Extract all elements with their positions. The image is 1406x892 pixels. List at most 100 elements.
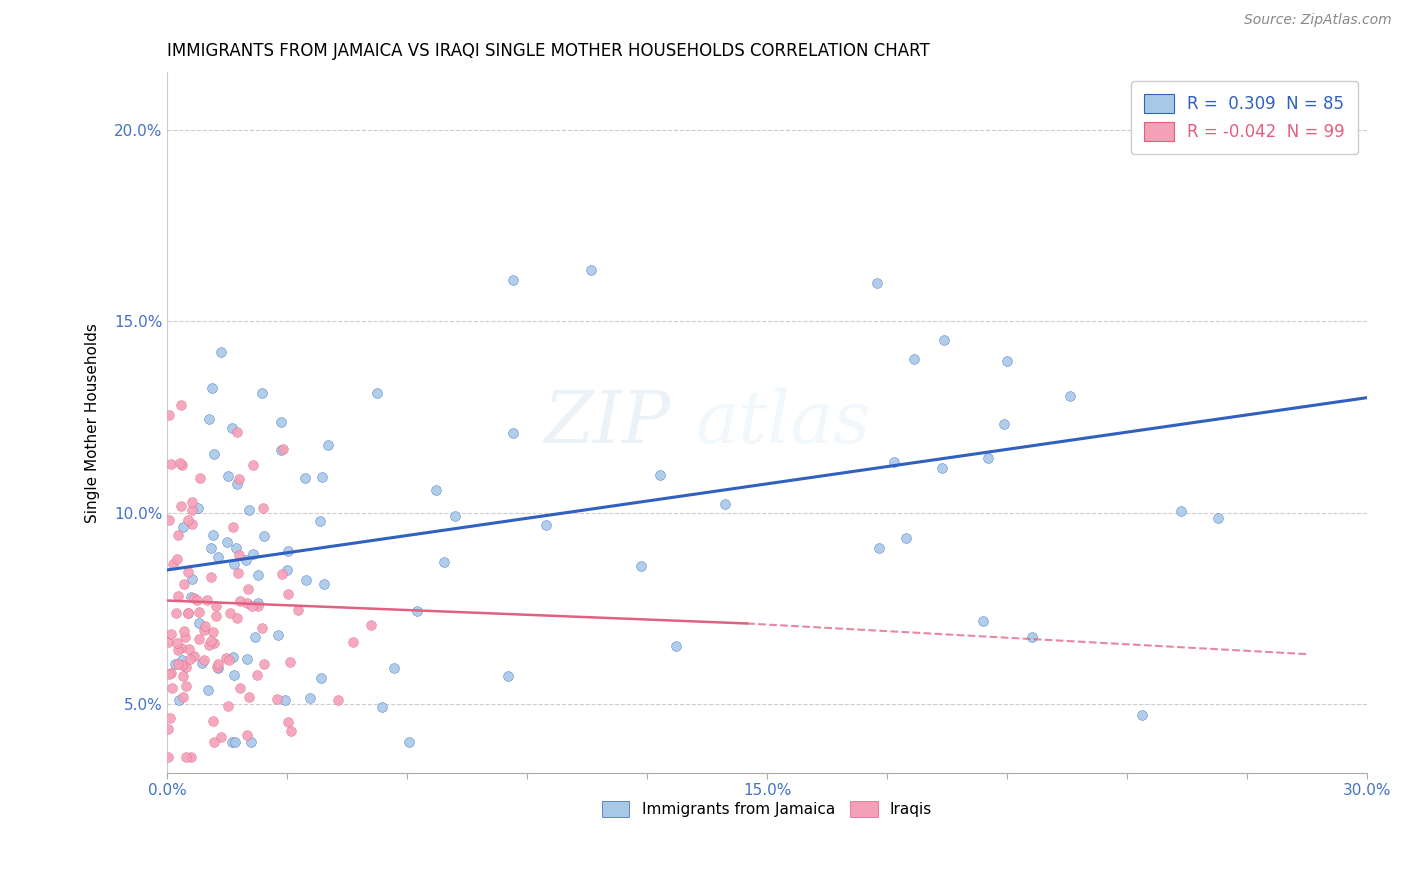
Point [221, 735, 243, 749]
Point [180, 516, 202, 531]
Point [180, 590, 202, 604]
Point [242, 547, 264, 561]
Point [267, 628, 290, 642]
Point [238, 503, 260, 517]
Point [242, 458, 264, 473]
Point [159, 710, 181, 724]
Point [156, 722, 179, 736]
Point [277, 544, 299, 558]
Point [1130, 707, 1153, 722]
Point [218, 653, 240, 667]
Point [246, 599, 269, 614]
Point [157, 750, 180, 764]
Point [187, 501, 209, 516]
Point [903, 352, 925, 367]
Point [228, 472, 250, 486]
Point [162, 557, 184, 571]
Point [170, 399, 193, 413]
Point [172, 458, 194, 472]
Point [221, 421, 243, 435]
Point [160, 626, 183, 640]
Point [160, 665, 183, 680]
Point [496, 668, 519, 682]
Point [932, 333, 955, 347]
Point [342, 635, 364, 649]
Point [166, 657, 188, 672]
Point [444, 508, 467, 523]
Point [250, 386, 273, 401]
Point [173, 624, 195, 638]
Point [198, 412, 221, 426]
Point [202, 624, 225, 639]
Point [169, 499, 191, 513]
Point [581, 263, 603, 277]
Point [187, 605, 209, 619]
Point [993, 417, 1015, 431]
Point [240, 599, 263, 614]
Point [271, 442, 294, 457]
Point [228, 548, 250, 562]
Point [205, 599, 228, 613]
Point [253, 657, 276, 671]
Point [226, 566, 249, 581]
Point [172, 669, 194, 683]
Point [177, 606, 200, 620]
Point [976, 451, 998, 466]
Point [166, 636, 188, 650]
Point [167, 693, 190, 707]
Point [225, 477, 247, 491]
Point [193, 653, 215, 667]
Legend: Immigrants from Jamaica, Iraqis: Immigrants from Jamaica, Iraqis [595, 793, 939, 824]
Point [217, 535, 239, 549]
Point [240, 735, 263, 749]
Point [218, 606, 240, 620]
Point [235, 596, 257, 610]
Point [235, 728, 257, 742]
Text: ZIP: ZIP [544, 387, 671, 458]
Point [191, 656, 214, 670]
Point [328, 693, 350, 707]
Point [170, 658, 193, 673]
Point [972, 614, 994, 628]
Point [173, 577, 195, 591]
Point [190, 471, 212, 485]
Point [229, 681, 252, 696]
Point [238, 690, 260, 704]
Point [186, 592, 208, 607]
Point [502, 273, 524, 287]
Point [222, 667, 245, 681]
Point [217, 699, 239, 714]
Point [276, 563, 298, 577]
Point [295, 573, 318, 587]
Point [157, 634, 180, 648]
Point [215, 650, 238, 665]
Point [173, 630, 195, 644]
Point [180, 572, 202, 586]
Point [183, 591, 205, 605]
Point [294, 471, 316, 485]
Point [181, 495, 204, 509]
Point [287, 603, 309, 617]
Text: Source: ZipAtlas.com: Source: ZipAtlas.com [1244, 13, 1392, 28]
Point [312, 577, 335, 591]
Point [174, 679, 197, 693]
Point [198, 638, 221, 652]
Point [174, 750, 197, 764]
Point [202, 714, 225, 728]
Point [205, 660, 228, 674]
Point [180, 502, 202, 516]
Point [247, 568, 270, 582]
Point [252, 501, 274, 516]
Point [165, 606, 187, 620]
Point [534, 518, 557, 533]
Point [200, 541, 222, 555]
Point [299, 691, 322, 706]
Point [205, 608, 228, 623]
Point [172, 690, 194, 704]
Point [247, 596, 270, 610]
Point [217, 469, 239, 483]
Point [177, 606, 200, 620]
Point [224, 735, 246, 749]
Point [502, 425, 524, 440]
Point [204, 735, 226, 749]
